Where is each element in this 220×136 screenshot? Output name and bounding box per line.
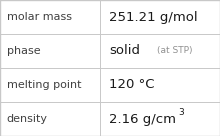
- Text: density: density: [7, 114, 48, 124]
- Text: solid: solid: [109, 44, 140, 58]
- Text: 3: 3: [178, 108, 184, 117]
- Text: 251.21 g/mol: 251.21 g/mol: [109, 10, 198, 24]
- Text: 120 °C: 120 °C: [109, 78, 154, 92]
- Text: melting point: melting point: [7, 80, 81, 90]
- Text: (at STP): (at STP): [157, 47, 193, 55]
- Text: phase: phase: [7, 46, 40, 56]
- Text: 2.16 g/cm: 2.16 g/cm: [109, 112, 176, 126]
- Text: molar mass: molar mass: [7, 12, 72, 22]
